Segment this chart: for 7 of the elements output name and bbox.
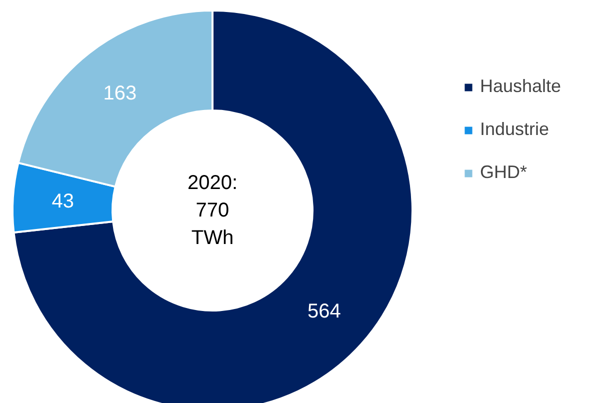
data-label: 564 [308,300,341,323]
legend-label: Industrie [480,119,550,140]
data-label: 43 [52,190,74,213]
legend-label: Haushalte [480,76,562,97]
legend-label: GHD* [480,162,528,183]
data-label: 163 [103,82,137,104]
text: 2020: 770 TWh [187,172,238,249]
